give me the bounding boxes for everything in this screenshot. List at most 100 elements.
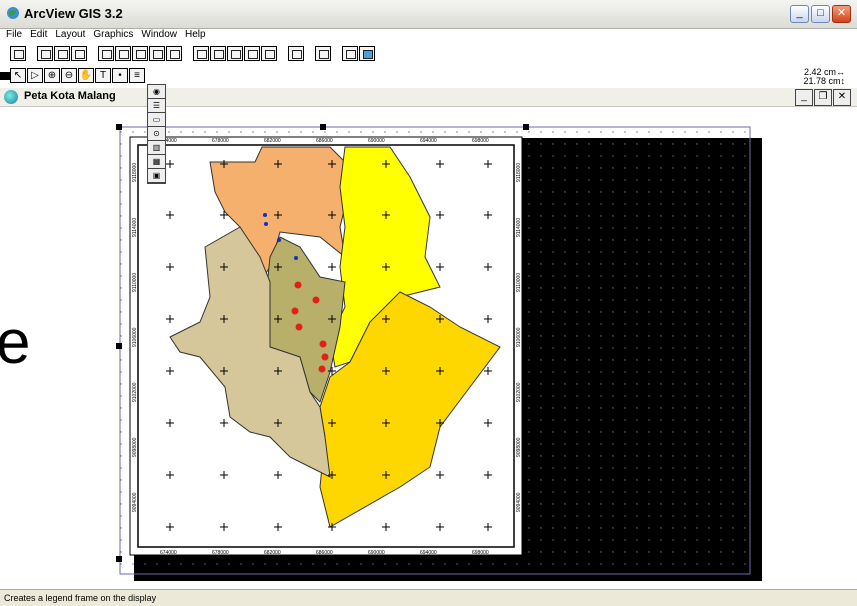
x-tick-top-6: 694000 (420, 138, 437, 144)
x-tick-top-2: 678000 (212, 138, 229, 144)
zoom-in-icon[interactable] (244, 45, 260, 61)
arcview-globe-icon (7, 7, 19, 19)
width-readout: 2.42 cm↔ (803, 67, 845, 77)
y-tick-right-2: 9114000 (516, 218, 522, 237)
layout-canvas[interactable]: e (0, 107, 857, 589)
y-tick-right-7: 9094000 (516, 492, 522, 512)
picture-frame-tool-icon[interactable]: ▣ (148, 169, 165, 183)
zoom-in-tool-icon[interactable]: ⊕ (44, 67, 60, 83)
window-titlebar: ArcView GIS 3.2 _ □ ✕ (0, 0, 857, 29)
menu-edit[interactable]: Edit (30, 29, 48, 40)
layout-globe-icon (4, 90, 18, 104)
y-tick-left-6: 9098000 (132, 437, 138, 457)
map-polygons (169, 146, 501, 528)
point-tool-icon[interactable]: • (112, 67, 128, 83)
save-icon[interactable] (10, 45, 26, 61)
x-tick-bottom-2: 678000 (212, 550, 229, 556)
minimize-button[interactable]: _ (790, 5, 809, 23)
x-tick-top-3: 682000 (264, 138, 281, 144)
zoom-out-icon[interactable] (261, 45, 277, 61)
menu-help[interactable]: Help (184, 29, 206, 40)
region-west (169, 226, 331, 478)
window-controls: _ □ ✕ (790, 5, 851, 23)
height-readout: 21.78 cm↕ (803, 76, 845, 86)
send-back-icon[interactable] (149, 45, 165, 61)
help-icon[interactable] (342, 45, 358, 61)
y-tick-right-4: 9106000 (516, 327, 522, 347)
page-setup-icon[interactable] (115, 45, 131, 61)
zoom-out-tool-icon[interactable]: ⊖ (61, 67, 77, 83)
zoom-page-icon[interactable] (210, 45, 226, 61)
frame-tool-palette: ◉ ☰ ▭ ⊙ ▥ ▦ ▣ (147, 84, 166, 184)
copy-icon[interactable] (54, 45, 70, 61)
maximize-button[interactable]: □ (811, 5, 830, 23)
window-title: ArcView GIS 3.2 (24, 6, 123, 21)
cut-icon[interactable] (37, 45, 53, 61)
selection-handles[interactable] (116, 124, 529, 562)
blue-points (263, 213, 298, 260)
layout-title: Peta Kota Malang (24, 90, 116, 102)
align-icon[interactable] (166, 45, 182, 61)
table-frame-tool-icon[interactable]: ▦ (148, 155, 165, 169)
y-tick-labels: 9118000 9114000 9110000 9106000 9102000 … (132, 163, 522, 512)
x-tick-bottom-1: 674000 (160, 550, 177, 556)
pan-tool-icon[interactable]: ✋ (78, 67, 94, 83)
layout-template-icon[interactable] (359, 45, 375, 61)
x-tick-bottom-6: 694000 (420, 550, 437, 556)
y-tick-left-5: 9102000 (132, 382, 138, 402)
y-tick-left-4: 9106000 (132, 327, 138, 347)
layout-restore-button[interactable]: ❐ (814, 89, 832, 106)
x-tick-labels: 674000 678000 682000 686000 690000 69400… (160, 138, 489, 556)
zoom-selected-icon[interactable] (227, 45, 243, 61)
vertex-edit-tool-icon[interactable]: ▷ (27, 67, 43, 83)
status-bar: Creates a legend frame on the display (0, 589, 857, 606)
menu-bar: File Edit Layout Graphics Window Help (6, 29, 206, 43)
menu-window[interactable]: Window (141, 29, 177, 40)
x-tick-bottom-3: 682000 (264, 550, 281, 556)
region-east-south (319, 291, 501, 528)
y-tick-left-3: 9110000 (132, 273, 138, 292)
red-points (291, 281, 329, 373)
status-message: Creates a legend frame on the display (4, 593, 157, 603)
bring-front-icon[interactable] (132, 45, 148, 61)
layout-controls: _ ❐ ✕ (795, 89, 851, 106)
y-tick-right-6: 9098000 (516, 437, 522, 457)
legend-frame-tool-icon[interactable]: ☰ (148, 99, 165, 113)
x-tick-top-7: 698000 (472, 138, 489, 144)
x-tick-top-1: 674000 (160, 138, 177, 144)
view-frame-tool-icon[interactable]: ◉ (148, 85, 165, 99)
pointer-tool-icon[interactable]: ↖ (10, 67, 26, 83)
text-tool-icon[interactable]: T (95, 67, 111, 83)
layout-page: 674000 678000 682000 686000 690000 69400… (116, 124, 762, 581)
y-tick-left-2: 9114000 (132, 218, 138, 237)
tool-bar: ↖ ▷ ⊕ ⊖ ✋ T • ≡ (10, 66, 146, 84)
button-bar (10, 44, 376, 62)
x-tick-bottom-7: 698000 (472, 550, 489, 556)
layout-minimize-button[interactable]: _ (795, 89, 813, 106)
y-tick-left-7: 9094000 (132, 492, 138, 512)
page-border (119, 126, 751, 575)
layout-titlebar: Peta Kota Malang _ ❐ ✕ (0, 88, 857, 107)
chart-frame-tool-icon[interactable]: ▥ (148, 141, 165, 155)
menu-layout[interactable]: Layout (55, 29, 86, 40)
y-tick-right-3: 9110000 (516, 273, 522, 292)
scale-bar-tool-icon[interactable]: ▭ (148, 113, 165, 127)
frame-icon[interactable] (288, 45, 304, 61)
y-tick-left-1: 9118000 (132, 163, 138, 182)
menu-graphics[interactable]: Graphics (93, 29, 134, 40)
paste-icon[interactable] (71, 45, 87, 61)
print-icon[interactable] (315, 45, 331, 61)
unit-readout: 2.42 cm↔ 21.78 cm↕ (803, 68, 845, 86)
close-button[interactable]: ✕ (832, 5, 851, 23)
overlay-letter: e (0, 308, 31, 377)
zoom-full-icon[interactable] (193, 45, 209, 61)
x-tick-top-4: 686000 (316, 138, 333, 144)
grid-crosses (166, 160, 492, 531)
north-arrow-tool-icon[interactable]: ⊙ (148, 127, 165, 141)
frame-tool-icon[interactable]: ≡ (129, 67, 145, 83)
x-tick-bottom-5: 690000 (368, 550, 385, 556)
menu-file[interactable]: File (6, 29, 23, 40)
layout-properties-icon[interactable] (98, 45, 114, 61)
x-tick-bottom-4: 686000 (316, 550, 333, 556)
layout-close-button[interactable]: ✕ (833, 89, 851, 106)
